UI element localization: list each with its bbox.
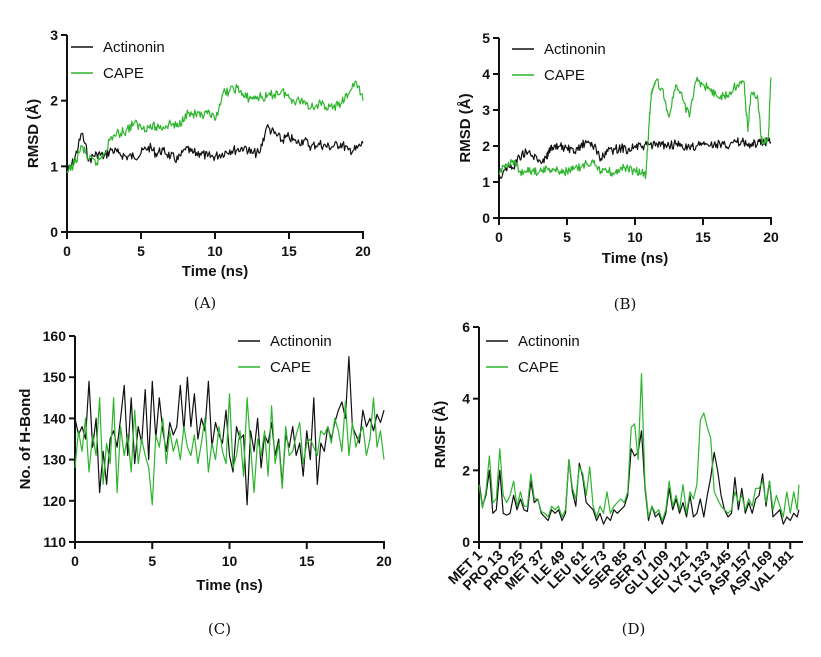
panel-b: 0 1 2 3 4 5 0 5 10 15 20 Time (ns) RMSD (Å) Actinonin… xyxy=(457,30,779,313)
legend-label: CAPE xyxy=(103,65,144,82)
x-tick-label: 15 xyxy=(695,229,711,245)
series-line-cape xyxy=(74,393,385,506)
series-line-actinonin xyxy=(478,430,800,525)
x-tick-label: 10 xyxy=(222,553,238,569)
x-tick-label: 0 xyxy=(495,229,503,245)
x-axis-title: Time (ns) xyxy=(182,263,248,280)
y-tick-label: 3 xyxy=(50,27,58,43)
x-tick-label: 5 xyxy=(563,229,571,245)
y-tick-label: 0 xyxy=(462,534,470,550)
y-tick-label: 0 xyxy=(50,224,58,240)
x-tick-label: 15 xyxy=(299,553,315,569)
panel-label: (A) xyxy=(194,294,217,312)
y-tick-label: 140 xyxy=(43,410,67,426)
panel-label: (B) xyxy=(614,295,637,313)
y-tick-label: 150 xyxy=(43,369,67,385)
x-tick-label: 10 xyxy=(207,243,223,259)
y-tick-label: 2 xyxy=(462,462,470,478)
y-tick-label: 1 xyxy=(50,158,58,174)
x-tick-label: 0 xyxy=(63,243,71,259)
y-tick-label: 6 xyxy=(462,319,470,335)
legend-label: Actinonin xyxy=(544,41,606,58)
legend-label: Actinonin xyxy=(103,39,165,56)
y-tick-label: 2 xyxy=(482,138,490,154)
y-tick-label: 4 xyxy=(482,66,490,82)
panel-label: (C) xyxy=(208,620,231,638)
series-line-actinonin xyxy=(498,137,772,179)
panel-a: 0 1 2 3 0 5 10 15 20 Time (ns) RMSD (Å) Actinonin CA… xyxy=(25,27,371,312)
y-tick-label: 3 xyxy=(482,102,490,118)
y-tick-label: 160 xyxy=(43,328,67,344)
y-tick-label: 2 xyxy=(50,93,58,109)
y-axis-title: No. of H-Bond xyxy=(17,389,34,490)
y-axis-title: RMSD (Å) xyxy=(457,93,474,162)
x-axis-title: Time (ns) xyxy=(196,577,262,594)
y-tick-label: 4 xyxy=(462,391,470,407)
y-tick-label: 5 xyxy=(482,30,490,46)
series-line-actinonin xyxy=(66,124,364,174)
legend-label: CAPE xyxy=(544,67,585,84)
panel-c: 110 120 130 140 150 160 0 5 10 15 20 Time (ns) No. o… xyxy=(17,328,392,638)
legend-label: CAPE xyxy=(270,359,311,376)
legend-label: CAPE xyxy=(518,359,559,376)
y-tick-label: 120 xyxy=(43,493,67,509)
y-tick-label: 0 xyxy=(482,210,490,226)
x-axis-title: Time (ns) xyxy=(602,250,668,267)
y-axis-title: RMSF (Å) xyxy=(432,401,449,469)
y-axis-title: RMSD (Å) xyxy=(25,99,42,168)
x-tick-label: 20 xyxy=(763,229,779,245)
y-tick-label: 1 xyxy=(482,174,490,190)
x-tick-label: 15 xyxy=(281,243,297,259)
x-tick-label: 10 xyxy=(627,229,643,245)
x-tick-label: 20 xyxy=(376,553,392,569)
legend-label: Actinonin xyxy=(518,333,580,350)
legend-label: Actinonin xyxy=(270,333,332,350)
x-tick-label: 5 xyxy=(148,553,156,569)
x-tick-label: 5 xyxy=(137,243,145,259)
panel-label: (D) xyxy=(622,620,646,638)
x-tick-label: 0 xyxy=(71,553,79,569)
series-line-cape xyxy=(498,76,772,180)
series-line-cape xyxy=(478,373,800,522)
y-tick-label: 110 xyxy=(43,534,66,550)
x-tick-label: 20 xyxy=(355,243,371,259)
series-line-cape xyxy=(66,80,364,174)
y-tick-label: 130 xyxy=(43,452,67,468)
